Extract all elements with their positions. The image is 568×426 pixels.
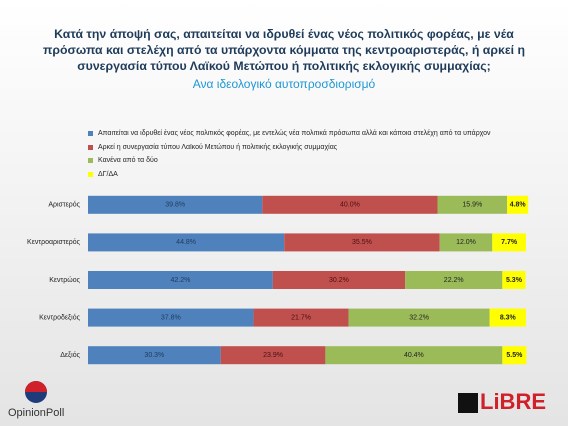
legend-label: Απαιτείται να ιδρυθεί ένας νέος πολιτικό… [98, 130, 491, 138]
value-label: 15.9% [462, 202, 482, 209]
legend-label: Κανένα από τα δύο [98, 157, 158, 165]
bar-segment [88, 195, 263, 214]
value-label: 7.7% [501, 239, 518, 246]
bar-segment [220, 346, 326, 365]
value-label: 32.2% [409, 314, 429, 321]
value-label: 40.4% [404, 352, 424, 359]
legend-label: Αρκεί η συνεργασία τύπου Λαϊκού Μετώπου … [98, 143, 338, 151]
value-label: 21.7% [291, 314, 311, 321]
value-label: 42.2% [170, 277, 190, 284]
value-label: 4.8% [510, 202, 527, 209]
value-label: 22.2% [444, 277, 464, 284]
bar-segment [507, 195, 529, 214]
value-label: 5.3% [506, 277, 523, 284]
bar-segment [405, 271, 503, 289]
y-tick-label: Κεντροδεξιός [39, 313, 81, 321]
legend-swatch [88, 144, 93, 150]
bar-segment [284, 233, 440, 252]
bar-segment [88, 233, 285, 252]
bar-segment [88, 346, 221, 365]
value-label: 12.0% [456, 239, 476, 246]
legend-item: Αρκεί η συνεργασία τύπου Λαϊκού Μετώπου … [88, 141, 491, 155]
chart-title: Κατά την άποψή σας, απαιτείται να ιδρυθε… [42, 27, 526, 73]
legend-swatch [88, 158, 93, 164]
bar-segment [492, 233, 526, 252]
y-tick-label: Δεξιός [60, 351, 80, 359]
value-label: 44.8% [176, 239, 196, 246]
bar-segment [439, 233, 493, 252]
bar-segment [437, 195, 508, 214]
value-label: 35.5% [352, 239, 372, 246]
y-tick-label: Αριστερός [48, 201, 80, 209]
legend-swatch [88, 131, 93, 137]
y-tick-label: Κεντρώος [49, 276, 80, 284]
legend-item: ΔΓ/ΔΑ [88, 168, 491, 182]
value-label: 40.0% [340, 202, 360, 209]
legend: Απαιτείται να ιδρυθεί ένας νέος πολιτικό… [88, 127, 491, 181]
value-label: 30.2% [329, 277, 349, 284]
bar-segment [253, 308, 349, 327]
legend-swatch [88, 171, 93, 177]
bar-segment [272, 271, 406, 289]
bar-segment [88, 271, 273, 289]
chart-subtitle: Ανα ιδεολογικό αυτοπροσδιορισμό [192, 77, 376, 91]
value-label: 39.8% [165, 202, 185, 209]
bar-segment [88, 308, 254, 327]
value-label: 37.8% [161, 314, 181, 321]
bar-segment [502, 346, 527, 365]
value-label: 5.5% [506, 352, 523, 359]
bar-segment [262, 195, 438, 214]
bar-segment [502, 271, 526, 289]
value-label: 30.3% [144, 352, 164, 359]
bar-segment [325, 346, 503, 365]
logo-left: OpinionPoll [8, 407, 64, 419]
value-label: 8.3% [500, 314, 517, 321]
logo-half [25, 381, 47, 392]
legend-item: Απαιτείται να ιδρυθεί ένας νέος πολιτικό… [88, 127, 491, 141]
logo-right: LiBRE [480, 389, 546, 414]
legend-label: ΔΓ/ΔΑ [98, 170, 118, 178]
y-tick-label: Κεντροαριστερός [27, 238, 81, 246]
bar-segment [489, 308, 526, 327]
bar-segment [348, 308, 490, 327]
value-label: 23.9% [263, 352, 283, 359]
logo-icon [458, 393, 478, 413]
legend-item: Κανένα από τα δύο [88, 154, 491, 168]
